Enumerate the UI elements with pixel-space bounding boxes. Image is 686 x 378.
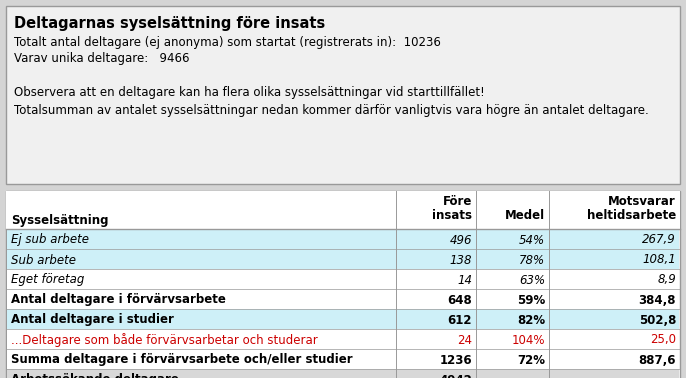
Text: 887,6: 887,6: [639, 353, 676, 367]
Text: 1236: 1236: [439, 353, 472, 367]
Text: heltidsarbete: heltidsarbete: [587, 209, 676, 222]
Text: Medel: Medel: [505, 209, 545, 222]
Text: 496: 496: [449, 234, 472, 246]
Text: Arbetssökande deltagare: Arbetssökande deltagare: [11, 373, 179, 378]
FancyBboxPatch shape: [7, 329, 679, 349]
FancyBboxPatch shape: [7, 229, 679, 249]
Text: Eget företag: Eget företag: [11, 274, 84, 287]
Text: Före: Före: [442, 195, 472, 208]
Text: 267,9: 267,9: [642, 234, 676, 246]
Text: 612: 612: [447, 313, 472, 327]
Text: 4942: 4942: [439, 373, 472, 378]
Text: 72%: 72%: [517, 353, 545, 367]
FancyBboxPatch shape: [7, 349, 679, 369]
Text: Antal deltagare i studier: Antal deltagare i studier: [11, 313, 174, 327]
Text: 138: 138: [449, 254, 472, 266]
Text: Totalt antal deltagare (ej anonyma) som startat (registrerats in):  10236: Totalt antal deltagare (ej anonyma) som …: [14, 36, 441, 49]
Text: Deltagarnas syselsättning före insats: Deltagarnas syselsättning före insats: [14, 16, 325, 31]
Text: 82%: 82%: [517, 313, 545, 327]
Text: 14: 14: [457, 274, 472, 287]
FancyBboxPatch shape: [7, 249, 679, 269]
Text: 25,0: 25,0: [650, 333, 676, 347]
Text: insats: insats: [432, 209, 472, 222]
FancyBboxPatch shape: [6, 191, 680, 378]
Text: 63%: 63%: [519, 274, 545, 287]
Text: 104%: 104%: [512, 333, 545, 347]
Text: 54%: 54%: [519, 234, 545, 246]
Text: 59%: 59%: [517, 293, 545, 307]
Text: Varav unika deltagare:   9466: Varav unika deltagare: 9466: [14, 52, 189, 65]
Text: 384,8: 384,8: [639, 293, 676, 307]
Text: Motsvarar: Motsvarar: [608, 195, 676, 208]
FancyBboxPatch shape: [6, 6, 680, 184]
Text: 8,9: 8,9: [657, 274, 676, 287]
Text: Totalsumman av antalet sysselsättningar nedan kommer därför vanligtvis vara högr: Totalsumman av antalet sysselsättningar …: [14, 104, 649, 117]
FancyBboxPatch shape: [7, 369, 679, 378]
Text: 648: 648: [447, 293, 472, 307]
Text: 24: 24: [457, 333, 472, 347]
FancyBboxPatch shape: [7, 309, 679, 329]
Text: Ej sub arbete: Ej sub arbete: [11, 234, 89, 246]
Text: 108,1: 108,1: [642, 254, 676, 266]
Text: Sub arbete: Sub arbete: [11, 254, 76, 266]
FancyBboxPatch shape: [7, 269, 679, 289]
Text: 502,8: 502,8: [639, 313, 676, 327]
Text: Antal deltagare i förvärvsarbete: Antal deltagare i förvärvsarbete: [11, 293, 226, 307]
FancyBboxPatch shape: [6, 191, 680, 229]
FancyBboxPatch shape: [7, 289, 679, 309]
Text: Sysselsättning: Sysselsättning: [11, 214, 108, 227]
Text: ...Deltagare som både förvärvsarbetar och studerar: ...Deltagare som både förvärvsarbetar oc…: [11, 333, 318, 347]
Text: 78%: 78%: [519, 254, 545, 266]
Text: Observera att en deltagare kan ha flera olika sysselsättningar vid starttillfäll: Observera att en deltagare kan ha flera …: [14, 86, 485, 99]
Text: Summa deltagare i förvärvsarbete och/eller studier: Summa deltagare i förvärvsarbete och/ell…: [11, 353, 353, 367]
